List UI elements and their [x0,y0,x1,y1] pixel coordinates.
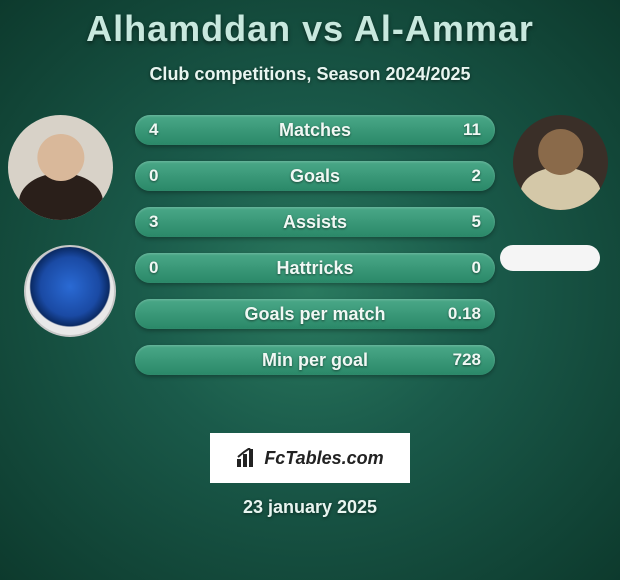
comparison-panel: 4 Matches 11 0 Goals 2 3 Assists 5 0 Hat… [0,115,620,415]
stat-left-value: 3 [149,212,159,232]
stat-left-value: 0 [149,258,159,278]
footer-label: FcTables.com [264,448,383,469]
stat-row-hattricks: 0 Hattricks 0 [135,253,495,283]
stat-right-value: 11 [463,120,481,140]
subtitle: Club competitions, Season 2024/2025 [0,64,620,85]
stat-right-value: 728 [453,350,481,370]
stat-label: Goals [135,166,495,187]
stat-right-value: 0.18 [448,304,481,324]
club-left-badge-icon [24,245,116,337]
stat-label: Min per goal [135,350,495,371]
stat-left-value: 0 [149,166,159,186]
player-right-avatar [513,115,608,210]
stat-row-assists: 3 Assists 5 [135,207,495,237]
chart-icon [236,448,258,468]
stat-row-min-per-goal: Min per goal 728 [135,345,495,375]
stat-right-value: 2 [471,166,481,186]
stat-row-goals-per-match: Goals per match 0.18 [135,299,495,329]
page-title: Alhamddan vs Al-Ammar [0,0,620,50]
stat-row-goals: 0 Goals 2 [135,161,495,191]
stat-label: Matches [135,120,495,141]
club-right-badge-icon [500,245,600,271]
player-left-avatar [8,115,113,220]
stat-label: Assists [135,212,495,233]
stats-list: 4 Matches 11 0 Goals 2 3 Assists 5 0 Hat… [135,115,495,391]
stat-right-value: 5 [471,212,481,232]
stat-label: Hattricks [135,258,495,279]
stat-left-value: 4 [149,120,159,140]
date-label: 23 january 2025 [0,497,620,518]
stat-row-matches: 4 Matches 11 [135,115,495,145]
footer-source-badge: FcTables.com [210,433,410,483]
stat-label: Goals per match [135,304,495,325]
stat-right-value: 0 [471,258,481,278]
